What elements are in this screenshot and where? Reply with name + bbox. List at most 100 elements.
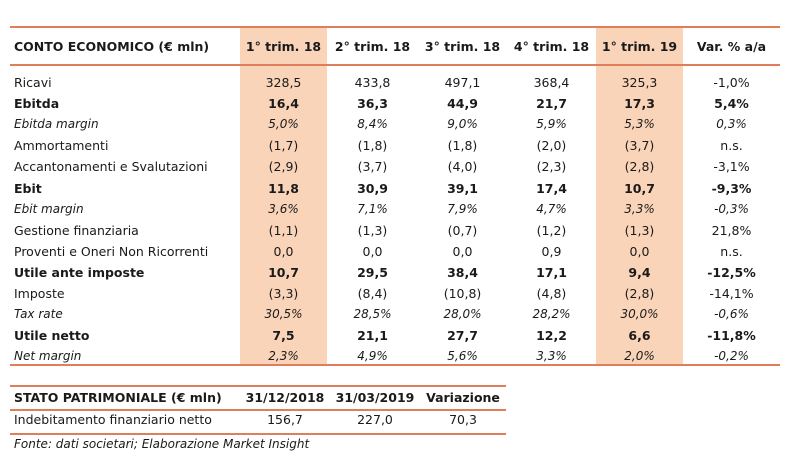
table-row: Ebitda 16,4 36,3 44,9 21,7 17,3 5,4% <box>10 93 780 114</box>
ce-cell: -14,1% <box>709 285 754 301</box>
ce-row-label: Tax rate <box>14 307 63 322</box>
ce-cell: 4,9% <box>357 349 388 364</box>
sp-header-col: 31/12/2018 <box>245 390 325 405</box>
sp-header-col: 31/03/2019 <box>335 390 415 405</box>
ce-cell: (2,3) <box>536 159 567 175</box>
ce-cell: 0,0 <box>629 243 650 259</box>
ce-cell: -3,1% <box>713 159 750 175</box>
ce-row-label: Net margin <box>14 349 82 364</box>
ce-cell: 0,3% <box>716 117 747 132</box>
ce-row-label: Ebitda <box>14 96 60 112</box>
top-rule <box>10 26 780 28</box>
ce-cell: 28,5% <box>353 307 392 322</box>
ce-cell: 27,7 <box>447 328 478 344</box>
ce-cell: 497,1 <box>444 75 481 91</box>
ce-cell: (1,8) <box>447 138 478 154</box>
ce-cell: (0,7) <box>447 222 478 238</box>
ce-cell: (2,8) <box>624 159 655 175</box>
ce-cell: 4,7% <box>536 201 567 216</box>
ce-row-label: Imposte <box>14 285 65 301</box>
ce-cell: 7,9% <box>447 201 478 216</box>
ce-row-label: Gestione finanziaria <box>14 222 139 238</box>
ce-cell: (1,1) <box>268 222 299 238</box>
highlight-col-q1-19 <box>596 28 683 364</box>
ce-cell: -1,0% <box>713 75 750 91</box>
ce-cell: 7,1% <box>357 201 388 216</box>
ce-cell: 7,5 <box>272 328 295 344</box>
ce-cell: 0,0 <box>273 243 294 259</box>
ce-cell: 21,7 <box>536 96 567 112</box>
ce-cell: 0,9 <box>541 243 562 259</box>
ce-cell: 36,3 <box>357 96 388 112</box>
ce-cell: 17,1 <box>536 264 567 280</box>
ce-cell: 0,0 <box>452 243 473 259</box>
ce-cell: 328,5 <box>265 75 302 91</box>
ce-cell: (2,8) <box>624 285 655 301</box>
ce-cell: 10,7 <box>624 180 655 196</box>
table-row: Ebit margin 3,6% 7,1% 7,9% 4,7% 3,3% -0,3% <box>10 199 780 220</box>
ce-cell: -0,6% <box>714 307 749 322</box>
ce-cell: 39,1 <box>447 180 478 196</box>
table-row: Ricavi 328,5 433,8 497,1 368,4 325,3 -1,0% <box>10 72 780 93</box>
ce-cell: 3,3% <box>624 201 655 216</box>
ce-cell: 28,2% <box>532 307 571 322</box>
stato-patrimoniale-table: STATO PATRIMONIALE (€ mln) 31/12/2018 31… <box>10 387 506 431</box>
ce-cell: (2,0) <box>536 138 567 154</box>
table-row: Gestione finanziaria (1,1) (1,3) (0,7) (1,2)… <box>10 220 780 241</box>
ce-cell: 368,4 <box>533 75 570 91</box>
ce-cell: 30,9 <box>357 180 388 196</box>
ce-cell: 3,6% <box>268 201 299 216</box>
ce-cell: 5,0% <box>268 117 299 132</box>
sp-row-label: Indebitamento finanziario netto <box>14 412 212 427</box>
highlight-col-q1-18 <box>240 28 327 364</box>
ce-cell: 3,3% <box>536 349 567 364</box>
ce-header-label: CONTO ECONOMICO (€ mln) <box>14 38 210 54</box>
ce-cell: 9,0% <box>447 117 478 132</box>
sp-header-label: STATO PATRIMONIALE (€ mln) <box>14 390 222 405</box>
ce-header-col: 1° trim. 18 <box>245 38 322 54</box>
ce-cell: 21,8% <box>711 222 752 238</box>
sp-top-rule <box>10 385 506 387</box>
sp-header-row: STATO PATRIMONIALE (€ mln) 31/12/2018 31… <box>10 387 506 409</box>
ce-cell: 433,8 <box>354 75 391 91</box>
sp-cell: 227,0 <box>357 412 393 427</box>
ce-row-label: Ricavi <box>14 75 52 91</box>
table-row: Indebitamento finanziario netto 156,7 22… <box>10 409 506 431</box>
ce-cell: (1,3) <box>357 222 388 238</box>
ce-cell: n.s. <box>720 138 743 154</box>
source-note: Fonte: dati societari; Elaborazione Mark… <box>14 437 310 451</box>
ce-cell: 8,4% <box>357 117 388 132</box>
ce-cell: 6,6 <box>628 328 651 344</box>
ce-cell: 12,2 <box>536 328 567 344</box>
sp-cell: 156,7 <box>267 412 303 427</box>
ce-cell: 9,4 <box>628 264 651 280</box>
ce-cell: -0,2% <box>714 349 749 364</box>
ce-cell: (1,8) <box>357 138 388 154</box>
ce-cell: 38,4 <box>447 264 478 280</box>
ce-cell: 30,5% <box>264 307 303 322</box>
ce-cell: (2,9) <box>268 159 299 175</box>
ce-cell: 17,3 <box>624 96 655 112</box>
ce-cell: (3,7) <box>357 159 388 175</box>
sp-bottom-rule <box>10 433 506 435</box>
ce-header-col: 4° trim. 18 <box>513 38 590 54</box>
ce-cell: 5,3% <box>624 117 655 132</box>
sp-header-col: Variazione <box>426 390 500 405</box>
table-row: Proventi e Oneri Non Ricorrenti 0,0 0,0 0,0… <box>10 241 780 262</box>
ce-row-label: Accantonamenti e Svalutazioni <box>14 159 208 175</box>
ce-row-label: Utile netto <box>14 328 90 344</box>
ce-header-col: Var. % a/a <box>696 38 767 54</box>
ce-cell: 5,9% <box>536 117 567 132</box>
ce-cell: (3,3) <box>268 285 299 301</box>
table-row: Imposte (3,3) (8,4) (10,8) (4,8) (2,8) -14,1% <box>10 283 780 304</box>
sp-cell: 70,3 <box>449 412 477 427</box>
ce-cell: -9,3% <box>711 180 752 196</box>
ce-cell: (3,7) <box>624 138 655 154</box>
ce-cell: (4,8) <box>536 285 567 301</box>
ce-cell: 0,0 <box>362 243 383 259</box>
ce-cell: 11,8 <box>268 180 299 196</box>
ce-header-col: 3° trim. 18 <box>424 38 501 54</box>
ce-cell: 2,3% <box>268 349 299 364</box>
table-row: Net margin 2,3% 4,9% 5,6% 3,3% 2,0% -0,2% <box>10 346 780 367</box>
ce-cell: 325,3 <box>621 75 658 91</box>
